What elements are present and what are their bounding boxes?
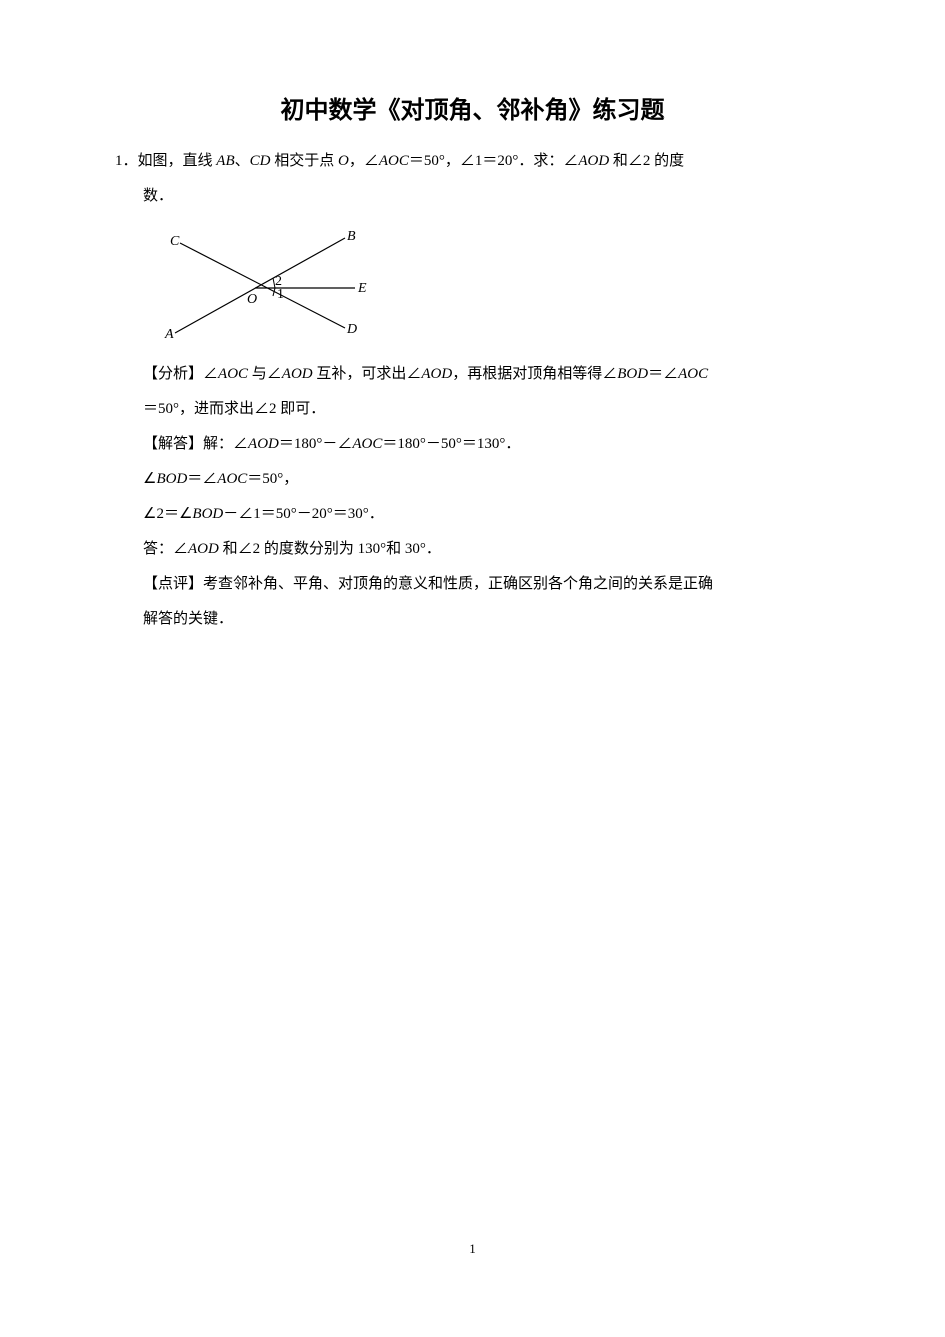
svg-text:E: E <box>357 281 367 296</box>
text-part: 相交于点 <box>270 153 338 169</box>
var-aoc: AOC <box>379 153 409 169</box>
page-number: 1 <box>0 1241 945 1257</box>
var-bod: BOD <box>156 471 187 487</box>
svg-text:C: C <box>170 234 180 249</box>
text-part: 解：∠ <box>203 436 248 452</box>
var-ab: AB <box>216 153 234 169</box>
var-aod: AOD <box>282 366 313 382</box>
var-bod: BOD <box>617 366 648 382</box>
text-part: ＝50°， <box>247 471 298 487</box>
solution-line1: 【解答】解：∠AOD＝180°－∠AOC＝180°－50°＝130°． <box>115 428 830 461</box>
text-part: ∠2＝∠ <box>143 506 192 522</box>
text-part: ＝180°－∠ <box>279 436 353 452</box>
solution-line4: 答：∠AOD 和∠2 的度数分别为 130°和 30°． <box>115 533 830 566</box>
var-aoc: AOC <box>217 471 247 487</box>
text-part: 、 <box>235 153 250 169</box>
analysis-line2: ＝50°，进而求出∠2 即可． <box>115 393 830 426</box>
solution-label: 【解答】 <box>143 436 203 452</box>
text-part: 答：∠ <box>143 541 188 557</box>
text-part: ＝∠ <box>187 471 217 487</box>
text-part: 互补，可求出∠ <box>313 366 422 382</box>
comment-line2: 解答的关键． <box>115 603 830 636</box>
analysis-line1: 【分析】∠AOC 与∠AOD 互补，可求出∠AOD，再根据对顶角相等得∠BOD＝… <box>115 358 830 391</box>
solution-line3: ∠2＝∠BOD－∠1＝50°－20°＝30°． <box>115 498 830 531</box>
problem-statement-line2: 数． <box>115 180 830 213</box>
text-part: 和∠2 的度 <box>609 153 684 169</box>
text-part: ∠ <box>143 471 156 487</box>
svg-text:2: 2 <box>275 274 282 289</box>
var-aoc: AOC <box>218 366 248 382</box>
var-aod: AOD <box>421 366 452 382</box>
text-part: ＝180°－50°＝130°． <box>382 436 520 452</box>
problem-number: 1． <box>115 153 138 169</box>
text-part: ，∠ <box>349 153 379 169</box>
analysis-label: 【分析】 <box>143 366 203 382</box>
comment-line1: 【点评】考查邻补角、平角、对顶角的意义和性质，正确区别各个角之间的关系是正确 <box>115 568 830 601</box>
text-part: 如图，直线 <box>138 153 217 169</box>
diagram-svg: A B C D E O 12 <box>155 223 375 343</box>
var-aod: AOD <box>248 436 279 452</box>
text-part: 与∠ <box>248 366 282 382</box>
page-title: 初中数学《对顶角、邻补角》练习题 <box>115 90 830 125</box>
comment-label: 【点评】 <box>143 576 203 592</box>
svg-text:A: A <box>164 327 174 342</box>
var-o: O <box>338 153 349 169</box>
var-bod: BOD <box>192 506 223 522</box>
var-cd: CD <box>250 153 271 169</box>
solution-line2: ∠BOD＝∠AOC＝50°， <box>115 463 830 496</box>
var-aod: AOD <box>188 541 219 557</box>
var-aoc: AOC <box>352 436 382 452</box>
text-part: ＝50°，∠1＝20°．求：∠ <box>409 153 579 169</box>
geometry-diagram: A B C D E O 12 <box>155 223 830 348</box>
text-part: ，再根据对顶角相等得∠ <box>452 366 617 382</box>
text-part: －∠1＝50°－20°＝30°． <box>223 506 384 522</box>
var-aod: AOD <box>578 153 609 169</box>
text-part: ∠ <box>203 366 218 382</box>
text-part: ＝∠ <box>648 366 678 382</box>
svg-text:O: O <box>247 292 257 307</box>
svg-text:B: B <box>347 229 356 244</box>
svg-text:1: 1 <box>277 287 284 302</box>
svg-text:D: D <box>346 322 357 337</box>
var-aoc: AOC <box>678 366 708 382</box>
text-part: 考查邻补角、平角、对顶角的意义和性质，正确区别各个角之间的关系是正确 <box>203 576 713 592</box>
problem-statement-line1: 1．如图，直线 AB、CD 相交于点 O，∠AOC＝50°，∠1＝20°．求：∠… <box>115 145 830 178</box>
text-part: 和∠2 的度数分别为 130°和 30°． <box>219 541 441 557</box>
